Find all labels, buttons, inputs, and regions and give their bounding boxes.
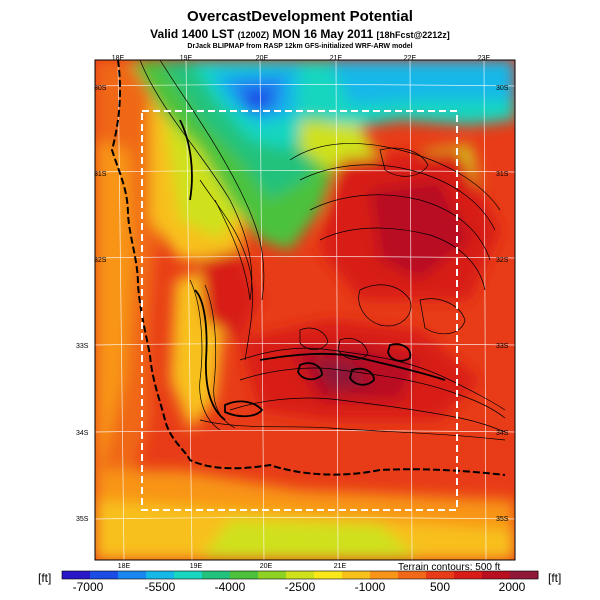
lon-label-top: 21E — [330, 55, 343, 62]
map-panel — [95, 60, 515, 560]
lat-label-left: 31S — [94, 171, 107, 178]
lat-labels-right: 30S 31S 32S 33S 34S 35S — [496, 85, 509, 523]
colorbar-swatch — [62, 571, 91, 579]
inner-domain-box — [141, 110, 458, 511]
lat-label-left: 35S — [76, 516, 89, 523]
colorbar-swatch — [118, 571, 147, 579]
colorbar-outline — [61, 570, 539, 580]
colorbar — [61, 570, 539, 580]
colorbar-swatch — [258, 571, 287, 579]
colorbar-swatch — [342, 571, 371, 579]
colorbar-tick-label: 2000 — [499, 580, 526, 594]
lon-label-bottom: 18E — [118, 563, 131, 570]
valid-date: MON 16 May 2011 — [272, 27, 374, 41]
colorbar-tick-label: -1000 — [355, 580, 386, 594]
colorbar-tick-label: -5500 — [145, 580, 176, 594]
lat-lon-grid — [95, 60, 515, 560]
overcast-shading — [95, 60, 515, 560]
lat-label-left: 34S — [76, 430, 89, 437]
lon-label-top: 22E — [404, 55, 417, 62]
colorbar-tick-label: -7000 — [73, 580, 104, 594]
lon-label-bottom: 20E — [260, 563, 273, 570]
lat-label-left: 30S — [94, 85, 107, 92]
lat-label-right: 35S — [496, 516, 509, 523]
valid-time: Valid 1400 LST (1200Z) MON 16 May 2011 [… — [0, 27, 600, 41]
lon-label-top: 23E — [478, 55, 491, 62]
terrain-contour-note: Terrain contours: 500 ft — [398, 562, 500, 573]
colorbar-swatch — [146, 571, 175, 579]
lon-labels-top: 18E 19E 20E 21E 22E 23E — [112, 55, 491, 62]
map-border — [94, 59, 516, 561]
lon-label-top: 20E — [256, 55, 269, 62]
colorbar-swatch — [174, 571, 203, 579]
colorbar-swatch — [454, 571, 483, 579]
lon-label-bottom: 21E — [334, 563, 347, 570]
colorbar-swatch — [426, 571, 455, 579]
lat-label-left: 33S — [76, 343, 89, 350]
lon-label-bottom: 19E — [190, 563, 203, 570]
colorbar-swatch — [314, 571, 343, 579]
lat-label-left: 32S — [94, 257, 107, 264]
colorbar-swatch — [286, 571, 315, 579]
lon-labels-bottom: 18E 19E 20E 21E — [118, 563, 347, 570]
forecast-info: [18hFcst@2212z] — [376, 30, 450, 40]
colorbar-tick-labels: -7000 -5500 -4000 -2500 -1000 500 2000 — [73, 580, 526, 594]
lat-label-right: 32S — [496, 257, 509, 264]
chart-title: OvercastDevelopment Potential — [187, 8, 413, 25]
lat-label-right: 34S — [496, 430, 509, 437]
lat-label-right: 30S — [496, 85, 509, 92]
colorbar-swatch — [510, 571, 539, 579]
colorbar-unit-right: [ft] — [548, 571, 561, 585]
lon-label-top: 18E — [112, 55, 125, 62]
lat-label-right: 33S — [496, 343, 509, 350]
colorbar-tick-label: 500 — [430, 580, 450, 594]
colorbar-swatch — [202, 571, 231, 579]
terrain-contours-bold — [179, 119, 446, 421]
colorbar-swatch — [230, 571, 259, 579]
valid-utc: (1200Z) — [237, 30, 270, 40]
colorbar-swatch — [370, 571, 399, 579]
colorbar-tick-label: -2500 — [285, 580, 316, 594]
colorbar-swatch — [482, 571, 511, 579]
colorbar-unit-left: [ft] — [38, 571, 51, 585]
coastline — [110, 60, 506, 476]
lat-label-right: 31S — [496, 171, 509, 178]
colorbar-tick-label: -4000 — [215, 580, 246, 594]
lon-label-top: 19E — [180, 55, 193, 62]
model-credit: DrJack BLIPMAP from RASP 12km GFS-initia… — [187, 43, 413, 50]
colorbar-swatch — [90, 571, 119, 579]
colorbar-swatch — [398, 571, 427, 579]
terrain-contours — [139, 60, 506, 441]
lat-labels-left: 30S 31S 32S 33S 34S 35S — [76, 85, 107, 523]
valid-prefix: Valid 1400 LST — [150, 27, 235, 41]
